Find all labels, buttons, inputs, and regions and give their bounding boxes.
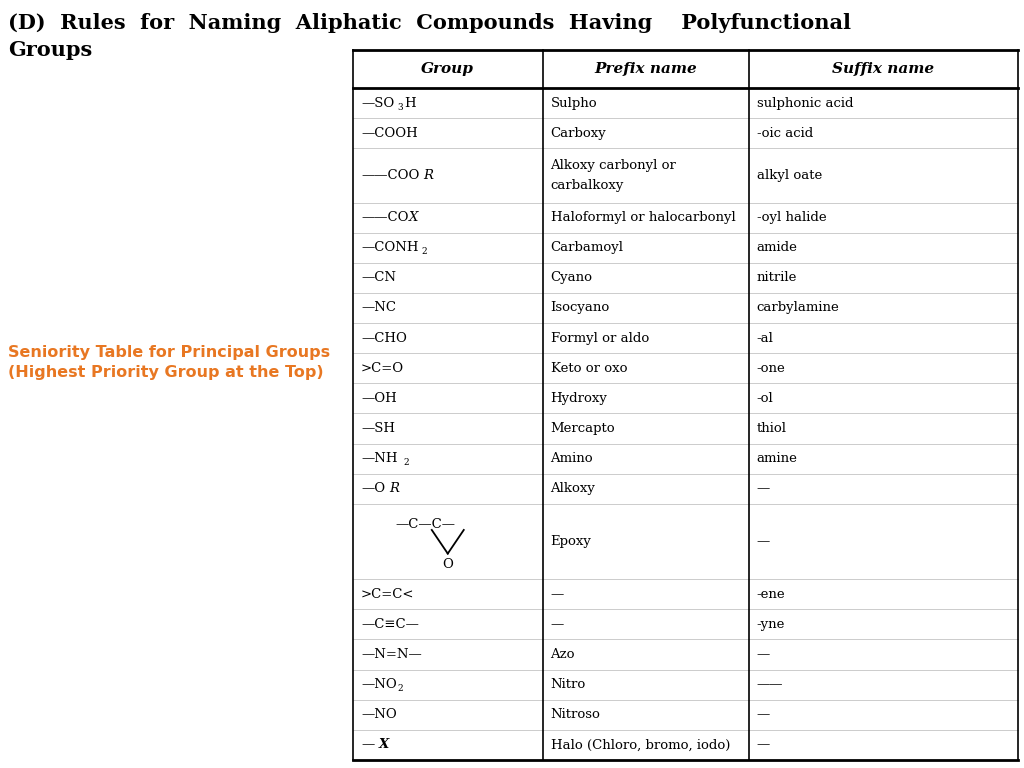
Text: amide: amide	[757, 241, 798, 254]
Text: Mercapto: Mercapto	[551, 422, 615, 435]
Text: >C=O: >C=O	[361, 362, 404, 375]
Text: -ol: -ol	[757, 392, 773, 405]
Text: Group: Group	[421, 62, 474, 76]
Text: -oic acid: -oic acid	[757, 127, 813, 140]
Text: Nitroso: Nitroso	[551, 708, 600, 721]
Text: Haloformyl or halocarbonyl: Haloformyl or halocarbonyl	[551, 211, 735, 224]
Text: —: —	[757, 482, 770, 495]
Text: R: R	[423, 169, 433, 182]
Text: >C=C<: >C=C<	[361, 588, 415, 601]
Text: —C≡C—: —C≡C—	[361, 618, 419, 631]
Text: Groups: Groups	[8, 40, 92, 60]
Text: —OH: —OH	[361, 392, 396, 405]
Text: —: —	[757, 708, 770, 721]
Text: Suffix name: Suffix name	[833, 62, 934, 76]
Text: Carboxy: Carboxy	[551, 127, 606, 140]
Text: X: X	[379, 739, 389, 751]
Text: —COOH: —COOH	[361, 127, 418, 140]
Text: 2: 2	[397, 684, 402, 694]
Text: —: —	[757, 739, 770, 751]
Text: 3: 3	[397, 103, 402, 111]
Text: 2: 2	[403, 458, 409, 467]
Text: Amino: Amino	[551, 452, 593, 465]
Text: -ene: -ene	[757, 588, 785, 601]
Text: -one: -one	[757, 362, 785, 375]
Text: amine: amine	[757, 452, 798, 465]
Text: ——CO: ——CO	[361, 211, 409, 224]
Text: —CHO: —CHO	[361, 332, 407, 345]
Text: alkyl oate: alkyl oate	[757, 169, 822, 182]
Text: —: —	[757, 648, 770, 661]
Text: —CN: —CN	[361, 271, 396, 284]
Text: R: R	[389, 482, 399, 495]
Text: ——: ——	[757, 678, 783, 691]
Text: —NO: —NO	[361, 708, 396, 721]
Text: Azo: Azo	[551, 648, 575, 661]
Text: —O: —O	[361, 482, 385, 495]
Text: ——COO: ——COO	[361, 169, 420, 182]
Text: —C—C—: —C—C—	[395, 518, 456, 531]
Text: 2: 2	[421, 247, 427, 257]
Text: Nitro: Nitro	[551, 678, 586, 691]
Text: Keto or oxo: Keto or oxo	[551, 362, 627, 375]
Text: —: —	[551, 618, 564, 631]
Text: —N=N—: —N=N—	[361, 648, 422, 661]
Text: O: O	[442, 558, 454, 571]
Text: -al: -al	[757, 332, 773, 345]
Text: —: —	[757, 535, 770, 548]
Text: Alkoxy carbonyl or: Alkoxy carbonyl or	[551, 159, 677, 172]
Text: Alkoxy: Alkoxy	[551, 482, 595, 495]
Text: (D)  Rules  for  Naming  Aliphatic  Compounds  Having    Polyfunctional: (D) Rules for Naming Aliphatic Compounds…	[8, 13, 851, 33]
Text: —SO: —SO	[361, 97, 394, 110]
Text: —CONH: —CONH	[361, 241, 419, 254]
Text: —NO: —NO	[361, 678, 396, 691]
Text: —NC: —NC	[361, 302, 396, 314]
Text: -oyl halide: -oyl halide	[757, 211, 826, 224]
Text: nitrile: nitrile	[757, 271, 797, 284]
Text: H: H	[404, 97, 416, 110]
Text: (Highest Priority Group at the Top): (Highest Priority Group at the Top)	[8, 366, 324, 380]
Text: Hydroxy: Hydroxy	[551, 392, 607, 405]
Text: Seniority Table for Principal Groups: Seniority Table for Principal Groups	[8, 346, 330, 360]
Text: Formyl or aldo: Formyl or aldo	[551, 332, 649, 345]
Text: Prefix name: Prefix name	[594, 62, 697, 76]
Text: thiol: thiol	[757, 422, 786, 435]
Text: —: —	[551, 588, 564, 601]
Text: Epoxy: Epoxy	[551, 535, 592, 548]
Text: -yne: -yne	[757, 618, 785, 631]
Text: X: X	[409, 211, 419, 224]
Text: —SH: —SH	[361, 422, 395, 435]
Text: Sulpho: Sulpho	[551, 97, 597, 110]
Text: carbylamine: carbylamine	[757, 302, 840, 314]
Text: Isocyano: Isocyano	[551, 302, 609, 314]
Text: —NH: —NH	[361, 452, 397, 465]
Text: sulphonic acid: sulphonic acid	[757, 97, 853, 110]
Text: Halo (Chloro, bromo, iodo): Halo (Chloro, bromo, iodo)	[551, 739, 730, 751]
Text: carbalkoxy: carbalkoxy	[551, 178, 624, 191]
Text: —: —	[361, 739, 374, 751]
Text: Carbamoyl: Carbamoyl	[551, 241, 624, 254]
Text: Cyano: Cyano	[551, 271, 593, 284]
